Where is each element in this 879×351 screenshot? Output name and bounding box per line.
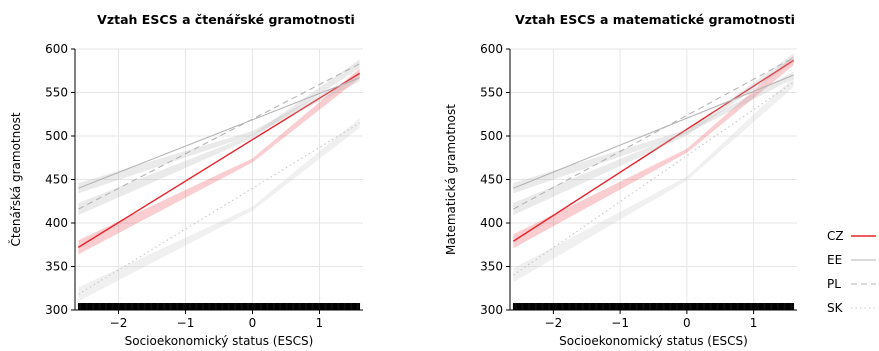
x-tick-label: −1 xyxy=(611,316,629,330)
regression-line-cz xyxy=(77,72,361,248)
y-axis-title: Čtenářská gramotnost xyxy=(8,112,23,246)
y-tick-label: 450 xyxy=(480,173,503,187)
ci-band-cz xyxy=(513,55,794,249)
ci-band-sk xyxy=(513,77,794,283)
y-tick-label: 400 xyxy=(45,216,68,230)
regression-line-pl xyxy=(78,63,360,210)
x-tick-label: −2 xyxy=(545,316,563,330)
x-tick-label: 1 xyxy=(316,316,324,330)
y-tick-label: 400 xyxy=(480,216,503,230)
y-tick-label: 500 xyxy=(45,129,68,143)
legend-label: SK xyxy=(827,301,844,315)
x-axis-title: Socioekonomický status (ESCS) xyxy=(125,334,314,348)
chart-title: Vztah ESCS a matematické gramotnosti xyxy=(515,12,795,27)
y-tick-label: 350 xyxy=(480,260,503,274)
regression-line-ee xyxy=(513,74,794,189)
legend-label: EE xyxy=(827,253,842,267)
ci-band-cz xyxy=(78,68,360,255)
y-tick-label: 500 xyxy=(480,129,503,143)
panel-1: 300 350 400 450 500 550 600 −2 −1 0 1 Vztah ESCS a … xyxy=(8,12,363,348)
ci-band-ee xyxy=(78,74,360,194)
x-tick-label: −1 xyxy=(177,316,195,330)
chart-title: Vztah ESCS a čtenářské gramotnosti xyxy=(97,12,355,27)
y-axis-title: Matematická gramotnost xyxy=(444,104,458,255)
ci-band-sk xyxy=(78,118,360,302)
panel-2: 300 350 400 450 500 550 600 −2 −1 0 1 Vztah ESCS a … xyxy=(444,12,797,348)
rug xyxy=(512,303,795,310)
regression-line-pl xyxy=(513,57,794,210)
y-tick-label: 300 xyxy=(480,303,503,317)
ci-band-pl xyxy=(78,59,360,216)
regression-line-sk xyxy=(513,81,794,276)
regression-line-ee xyxy=(78,77,360,189)
legend-label: PL xyxy=(827,277,841,291)
x-tick-label: 0 xyxy=(683,316,691,330)
regression-line-sk xyxy=(78,122,360,295)
y-tick-label: 350 xyxy=(45,260,68,274)
rug xyxy=(77,303,361,310)
ci-band-pl xyxy=(513,53,794,216)
y-tick-label: 300 xyxy=(45,303,68,317)
y-tick-label: 450 xyxy=(45,173,68,187)
x-axis-title: Socioekonomický status (ESCS) xyxy=(559,334,748,348)
x-tick-label: −2 xyxy=(110,316,128,330)
x-tick-label: 0 xyxy=(249,316,257,330)
legend-label: CZ xyxy=(827,229,844,243)
y-tick-label: 600 xyxy=(480,42,503,56)
x-tick-label: 1 xyxy=(750,316,758,330)
ci-band-ee xyxy=(513,71,794,194)
y-tick-label: 550 xyxy=(480,86,503,100)
y-tick-label: 600 xyxy=(45,42,68,56)
regression-line-cz xyxy=(512,59,795,242)
legend: CZ EE PL SK xyxy=(827,229,876,315)
y-tick-label: 550 xyxy=(45,86,68,100)
